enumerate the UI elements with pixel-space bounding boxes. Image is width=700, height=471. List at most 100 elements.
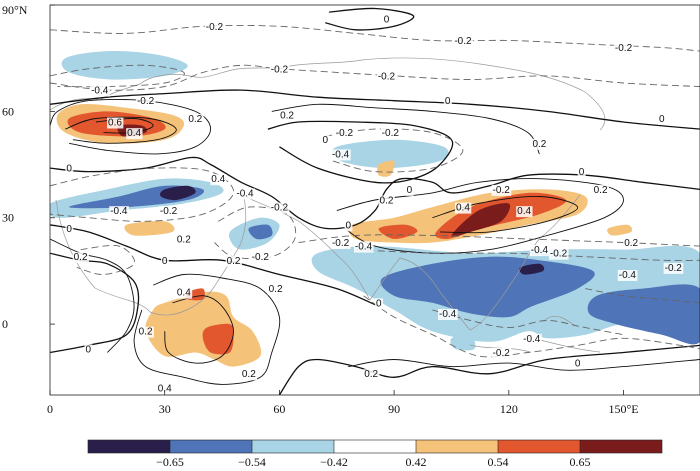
contour-label-bg-48 xyxy=(491,347,512,359)
contour-label-23: 0.2 xyxy=(242,369,256,380)
colorbar-segment-5 xyxy=(498,440,580,453)
contour-label-28: 0.4 xyxy=(456,203,470,214)
contour-line-6 xyxy=(278,344,700,395)
contour-label-bg-29 xyxy=(516,206,533,218)
contour-label-48: -0.2 xyxy=(493,348,511,359)
contour-label-bg-20 xyxy=(225,255,242,267)
contour-label-bg-44 xyxy=(250,252,271,264)
shaded-region-4 xyxy=(331,139,449,169)
plot-frame xyxy=(49,4,700,396)
contour-line-13 xyxy=(50,24,700,52)
contour-label-bg-18 xyxy=(175,234,193,246)
contour-line-2 xyxy=(267,120,454,184)
contour-label-22: 0.2 xyxy=(139,327,153,338)
contour-label-39: -0.2 xyxy=(336,128,354,139)
contour-label-11: 0 xyxy=(376,298,382,309)
contour-label-55: -0.4 xyxy=(619,270,637,281)
contour-label-bg-5 xyxy=(577,167,586,179)
contour-label-bg-50 xyxy=(109,206,129,218)
contour-label-18: 0.2 xyxy=(177,235,191,246)
contour-label-41: -0.2 xyxy=(493,185,511,196)
contour-label-bg-2 xyxy=(657,113,666,125)
x-tick-label-0: 0 xyxy=(47,402,53,416)
contour-label-35: -0.2 xyxy=(615,43,633,54)
contour-label-bg-38 xyxy=(135,96,156,108)
contour-label-25: 0.2 xyxy=(624,238,638,249)
contour-line-9 xyxy=(50,98,212,155)
colorbar-segment-4 xyxy=(416,440,498,453)
contour-label-14: 0.2 xyxy=(532,139,546,150)
contour-label-8: 0 xyxy=(66,224,72,235)
contour-label-bg-14 xyxy=(531,138,548,150)
colorbar-label-4: 0.54 xyxy=(488,455,509,469)
contour-label-1: 0 xyxy=(445,96,451,107)
colorbar-label-5: 0.65 xyxy=(570,455,591,469)
contour-label-15: 0.2 xyxy=(188,114,202,125)
contour-label-4: 0 xyxy=(407,185,413,196)
contour-label-bg-7 xyxy=(65,163,74,175)
contour-line-27 xyxy=(164,295,234,364)
contour-label-bg-15 xyxy=(187,113,204,125)
contour-label-37: -0.2 xyxy=(378,71,396,82)
contour-label-bg-21 xyxy=(267,284,284,296)
contour-line-21 xyxy=(50,64,185,88)
contour-line-19 xyxy=(363,295,700,358)
contour-label-bg-57 xyxy=(522,333,542,345)
coastline-southeast-asia xyxy=(439,194,581,331)
contour-label-bg-19 xyxy=(72,252,89,264)
colorbar-segment-6 xyxy=(580,440,662,453)
contour-label-49: -0.4 xyxy=(91,86,109,97)
shaded-regions xyxy=(50,50,700,367)
axes: 0 30 60 90 120 150°E 0 30 60 90°N xyxy=(2,3,639,416)
colorbar-label-0: −0.65 xyxy=(156,455,184,469)
shaded-region-11 xyxy=(378,224,418,240)
contour-label-bg-25 xyxy=(623,238,640,250)
contour-label-bg-22 xyxy=(137,326,154,338)
y-tick-label-2: 60 xyxy=(2,104,14,118)
contour-label-bg-24 xyxy=(363,369,380,381)
contour-label-30: 0.4 xyxy=(177,288,191,299)
contour-line-11 xyxy=(133,273,281,385)
contour-label-26: 0.4 xyxy=(127,128,141,139)
contour-label-29: 0.4 xyxy=(517,206,531,217)
contour-line-10 xyxy=(336,178,624,254)
contour-label-56: -0.4 xyxy=(439,309,457,320)
contour-label-bg-8 xyxy=(65,223,74,235)
shaded-region-7 xyxy=(160,185,196,201)
contour-line-26 xyxy=(432,196,579,234)
shaded-region-20 xyxy=(519,263,545,275)
x-tick-label-1: 30 xyxy=(159,402,171,416)
colorbar-segment-1 xyxy=(170,440,252,453)
contour-label-bg-52 xyxy=(330,149,351,161)
contour-line-12 xyxy=(348,359,700,371)
contour-label-bg-0 xyxy=(382,14,391,26)
contour-label-51: -0.4 xyxy=(236,188,254,199)
contour-label-bg-31 xyxy=(156,383,174,395)
contour-label-9: 0 xyxy=(85,344,91,355)
contour-line-8 xyxy=(271,103,540,155)
colorbar-frame xyxy=(87,439,663,454)
contour-line-23 xyxy=(432,309,624,336)
shaded-region-13 xyxy=(451,203,511,237)
contour-label-45: -0.2 xyxy=(332,238,350,249)
contour-label-bg-33 xyxy=(204,21,225,33)
y-tick-label-3: 90°N xyxy=(2,3,28,17)
contour-label-21: 0.2 xyxy=(269,284,283,295)
contour-label-5: 0 xyxy=(579,167,585,178)
contour-label-24: 0.2 xyxy=(364,369,378,380)
contour-label-44: -0.2 xyxy=(252,252,270,263)
contour-label-2: 0 xyxy=(659,114,665,125)
colorbar-label-2: −0.42 xyxy=(320,455,348,469)
contour-label-bg-27 xyxy=(210,174,227,186)
contour-label-53: -0.4 xyxy=(355,242,373,253)
contour-label-bg-36 xyxy=(269,64,290,76)
contour-label-bg-54 xyxy=(529,245,550,257)
contour-label-bg-3 xyxy=(321,135,330,147)
contour-label-bg-16 xyxy=(378,195,395,207)
contour-label-bg-11 xyxy=(375,298,384,310)
coastline-africa xyxy=(55,195,247,316)
contour-labels: 0 0 0 0 0 0 0 0 0 0 0 0 0 0.2 0.2 0.2 0.2 0.2 0.2 0.2 0.2 0.2… xyxy=(65,14,684,395)
contour-label-bg-13 xyxy=(279,110,296,122)
contour-label-bg-6 xyxy=(344,220,353,232)
